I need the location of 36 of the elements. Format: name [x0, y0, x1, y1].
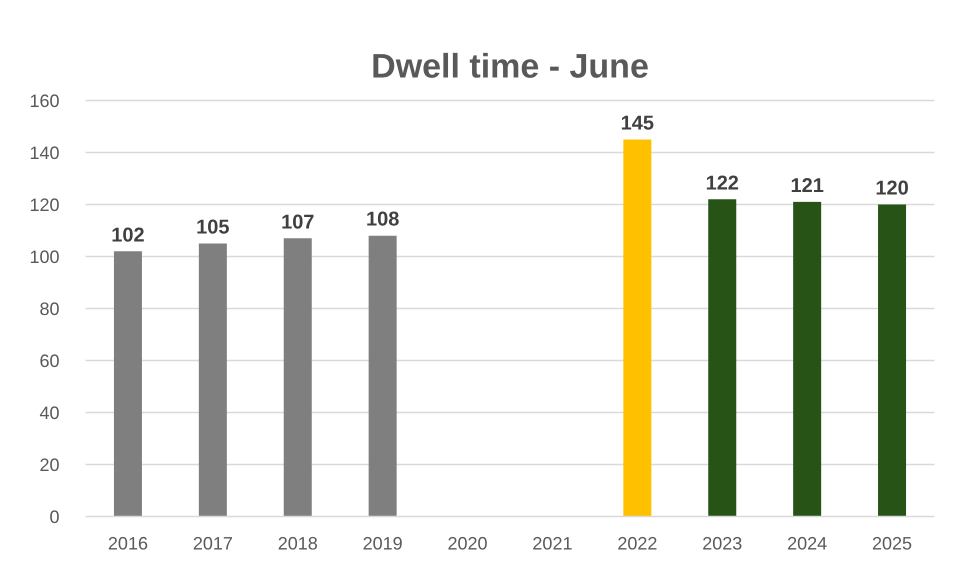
x-tick-label: 2020 — [448, 534, 488, 554]
bar — [284, 238, 312, 516]
y-tick-label: 100 — [29, 247, 60, 267]
x-tick-label: 2022 — [617, 534, 658, 554]
data-label: 120 — [875, 178, 909, 200]
x-tick-label: 2017 — [192, 534, 233, 554]
data-label: 105 — [196, 216, 230, 238]
bar — [198, 244, 227, 516]
data-label: 122 — [706, 172, 739, 194]
x-tick-label: 2018 — [278, 534, 318, 554]
data-label: 121 — [790, 174, 824, 197]
bar — [793, 202, 822, 516]
x-tick-label: 2021 — [532, 534, 572, 554]
bar — [878, 204, 906, 516]
x-tick-label: 2019 — [362, 534, 403, 554]
bar — [368, 236, 397, 516]
data-label: 108 — [366, 208, 400, 231]
data-label: 107 — [281, 211, 314, 234]
bar — [114, 251, 142, 516]
y-tick-label: 140 — [29, 143, 60, 163]
y-tick-label: 20 — [39, 455, 60, 475]
bar — [708, 199, 736, 516]
chart-title: Dwell time - June — [371, 48, 649, 86]
y-tick-label: 40 — [39, 403, 60, 423]
data-label: 102 — [111, 224, 145, 246]
y-tick-label: 0 — [49, 507, 60, 527]
y-tick-label: 80 — [39, 299, 60, 319]
data-label: 145 — [620, 112, 654, 134]
y-tick-label: 60 — [39, 351, 60, 371]
x-tick-label: 2024 — [787, 534, 828, 554]
bar — [623, 140, 652, 516]
y-tick-label: 120 — [29, 195, 60, 215]
y-tick-label: 160 — [29, 91, 60, 111]
x-tick-label: 2023 — [702, 534, 742, 554]
x-tick-label: 2016 — [108, 534, 148, 554]
x-tick-label: 2025 — [872, 534, 912, 554]
